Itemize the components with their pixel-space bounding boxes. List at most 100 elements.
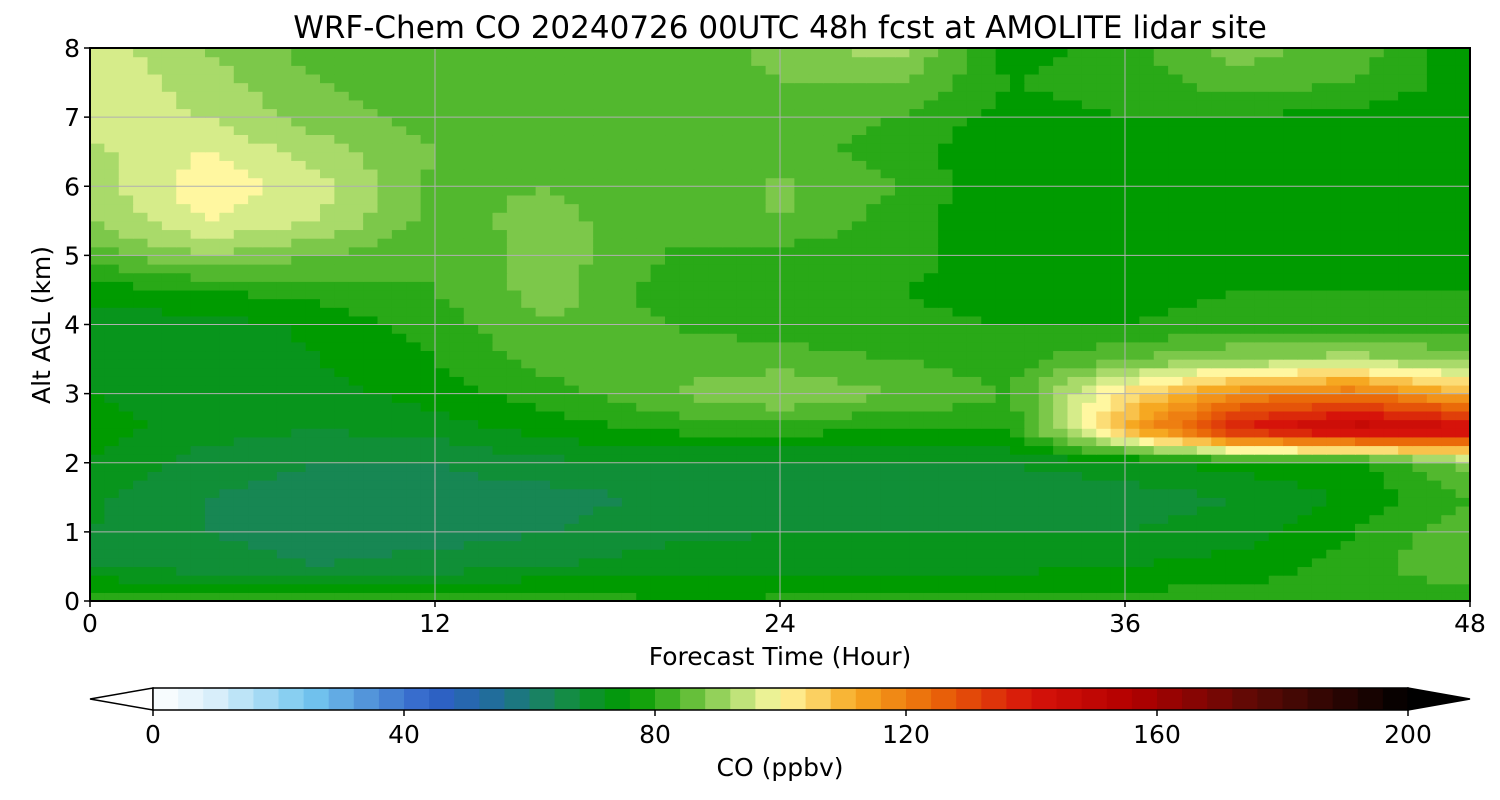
- heat-cell: [1311, 376, 1327, 386]
- heat-cell: [1067, 445, 1083, 455]
- heat-cell: [276, 160, 292, 170]
- heat-cell: [320, 488, 335, 498]
- heat-cell: [1426, 341, 1442, 352]
- heat-cell: [334, 289, 350, 300]
- heat-cell: [679, 246, 695, 256]
- heat-cell: [291, 497, 307, 507]
- heat-cell: [1110, 592, 1126, 601]
- heat-cell: [693, 428, 709, 438]
- heat-cell: [305, 523, 321, 533]
- heat-cell: [1383, 566, 1399, 576]
- heat-cell: [363, 315, 379, 326]
- heat-cell: [406, 402, 422, 412]
- heat-cell: [1240, 471, 1255, 481]
- heat-cell: [1024, 177, 1040, 187]
- heat-cell: [1254, 359, 1270, 369]
- heat-cell: [823, 177, 839, 187]
- heat-cell: [305, 575, 321, 585]
- heat-cell: [435, 151, 450, 161]
- heat-cell: [708, 549, 724, 559]
- heat-cell: [1426, 350, 1442, 360]
- heat-cell: [866, 514, 882, 524]
- heat-cell: [377, 212, 393, 222]
- heat-cell: [665, 315, 680, 326]
- heat-cell: [1297, 246, 1313, 256]
- heat-cell: [90, 281, 105, 291]
- heat-cell: [363, 471, 379, 481]
- heat-cell: [751, 549, 767, 559]
- heat-cell: [492, 359, 508, 369]
- heat-cell: [823, 298, 839, 308]
- heat-cell: [1125, 160, 1140, 170]
- heat-cell: [995, 592, 1011, 601]
- heat-cell: [147, 203, 163, 213]
- heat-cell: [1110, 229, 1126, 239]
- heat-cell: [147, 514, 163, 524]
- heat-cell: [1254, 583, 1270, 593]
- heat-cell: [1168, 350, 1184, 360]
- heat-cell: [593, 160, 609, 170]
- heat-cell: [708, 480, 724, 490]
- heat-cell: [564, 298, 580, 308]
- heat-cell: [320, 315, 335, 326]
- heat-cell: [823, 376, 839, 386]
- heat-cell: [219, 505, 235, 516]
- heat-cell: [1010, 160, 1025, 170]
- heat-cell: [593, 393, 609, 403]
- heat-cell: [348, 454, 364, 464]
- heat-cell: [1153, 462, 1169, 472]
- heat-cell: [377, 333, 393, 343]
- heat-cell: [205, 428, 220, 438]
- heat-cell: [1139, 540, 1155, 550]
- heat-cell: [377, 289, 393, 300]
- heat-cell: [751, 471, 767, 481]
- heat-cell: [593, 549, 609, 559]
- heat-cell: [535, 497, 551, 507]
- heat-cell: [1153, 264, 1169, 274]
- heat-cell: [981, 471, 997, 481]
- heat-cell: [578, 471, 594, 481]
- heat-cell: [607, 281, 623, 291]
- heat-cell: [1297, 410, 1313, 421]
- heat-cell: [780, 315, 795, 326]
- heat-cell: [463, 350, 479, 360]
- heat-cell: [1225, 505, 1241, 516]
- heat-cell: [1139, 566, 1155, 576]
- heat-cell: [147, 194, 163, 205]
- heat-cell: [780, 341, 795, 352]
- heat-cell: [391, 514, 407, 524]
- heat-cell: [923, 272, 939, 282]
- heat-cell: [866, 246, 882, 256]
- heat-cell: [708, 255, 724, 265]
- heat-cell: [1067, 497, 1083, 507]
- heat-cell: [1426, 410, 1442, 421]
- heat-cell: [1254, 540, 1270, 550]
- heat-cell: [1412, 410, 1428, 421]
- heat-cell: [981, 220, 997, 231]
- heat-cell: [837, 376, 853, 386]
- heat-cell: [176, 488, 192, 498]
- heat-cell: [1268, 160, 1284, 170]
- heat-cell: [1441, 531, 1457, 542]
- heat-cell: [866, 549, 882, 559]
- heat-cell: [722, 505, 738, 516]
- heat-cell: [851, 566, 867, 576]
- heat-cell: [1125, 376, 1140, 386]
- heat-cell: [205, 264, 220, 274]
- heat-cell: [636, 194, 652, 205]
- heat-cell: [1297, 488, 1313, 498]
- heat-cell: [233, 523, 249, 533]
- heat-cell: [1326, 428, 1342, 438]
- heat-cell: [1081, 566, 1097, 576]
- heat-cell: [722, 255, 738, 265]
- heat-cell: [708, 246, 724, 256]
- heat-cell: [765, 151, 781, 161]
- heat-cell: [478, 350, 494, 360]
- heat-cell: [866, 315, 882, 326]
- heat-cell: [1211, 575, 1227, 585]
- heat-cell: [147, 488, 163, 498]
- heat-cell: [966, 186, 982, 196]
- heat-cell: [334, 436, 350, 447]
- heat-cell: [233, 402, 249, 412]
- heat-cell: [736, 402, 752, 412]
